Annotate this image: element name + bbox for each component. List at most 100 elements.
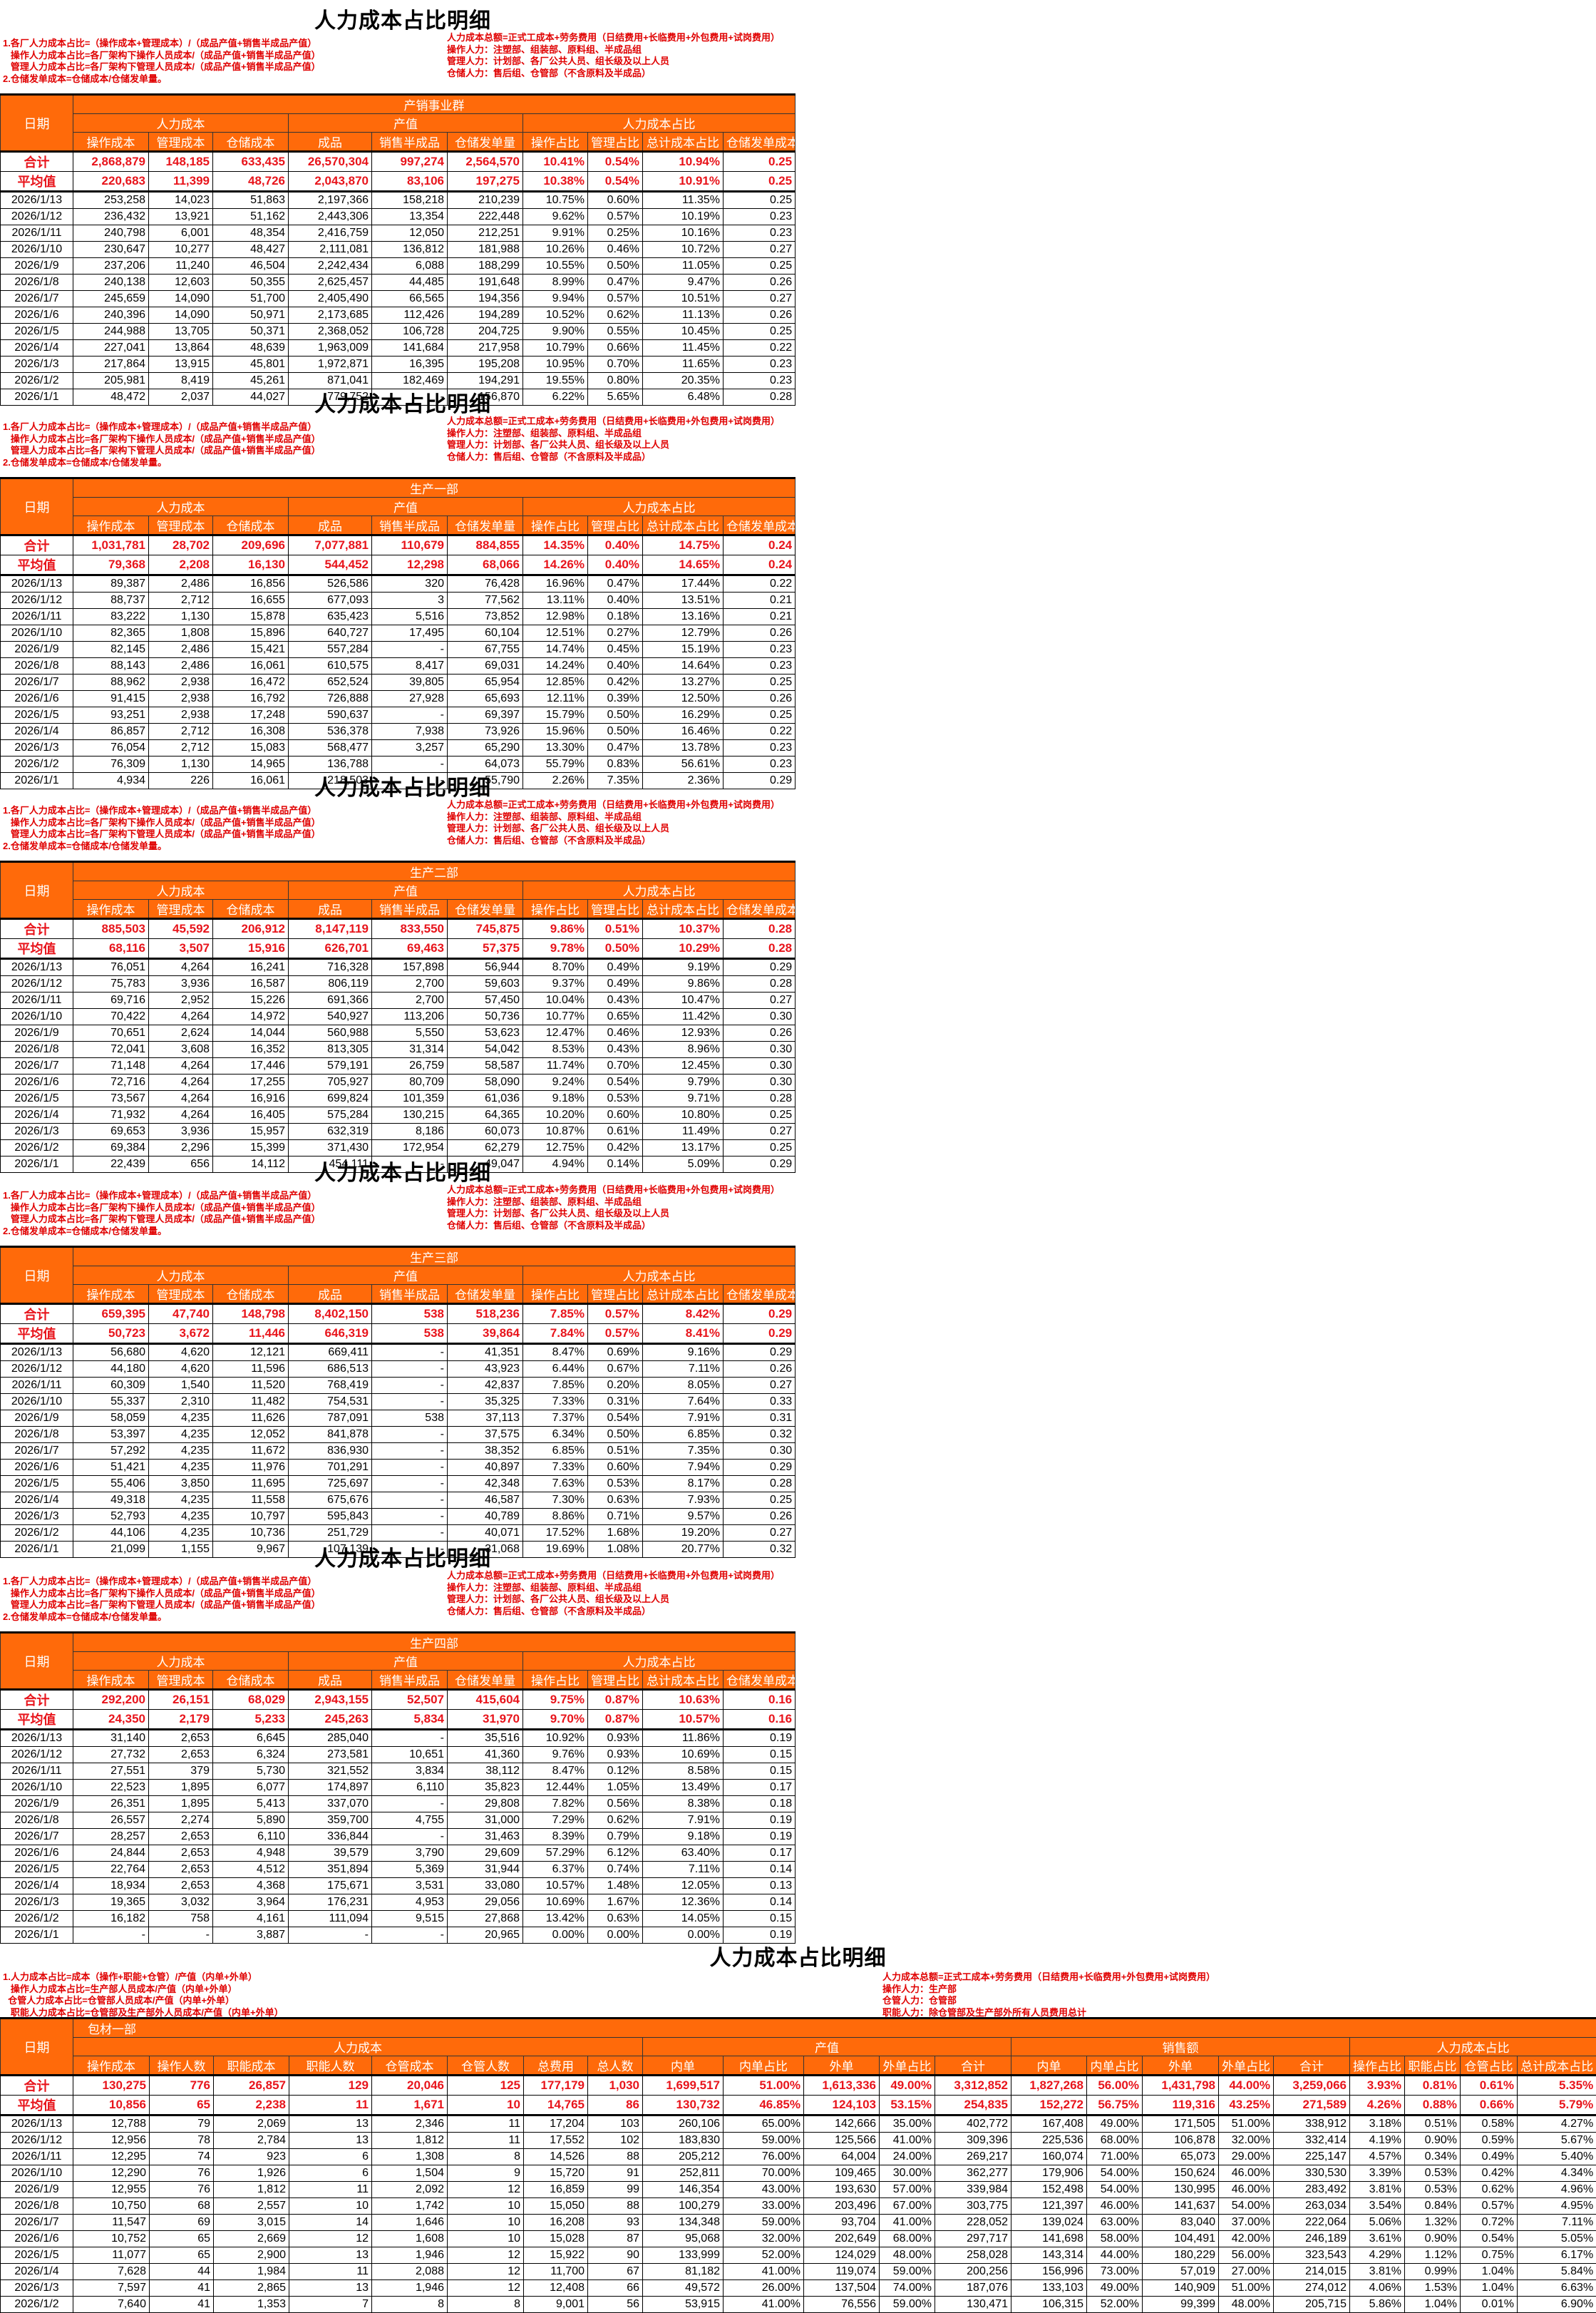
data-cell: 0.43% [588,993,643,1009]
cost-ratio-table: 日期包材一部人力成本产值销售额人力成本占比操作成本操作人数职能成本职能人数仓管成… [0,2017,1596,2313]
data-cell: 10.80% [643,1107,724,1124]
average-cell: 9.70% [523,1710,588,1730]
date-cell: 2026/1/6 [1,307,73,324]
total-cell: 206,912 [213,919,289,939]
total-cell: 884,855 [448,535,523,555]
definition-note-line: 人力成本总额=正式工成本+劳务费用（日结费用+长临费用+外包费用+试岗费用） [447,1570,782,1582]
formula-note-line: 操作人力成本占比=各厂架构下操作人员成本/（成品产值+销售半成品产值） [3,434,431,446]
data-cell: 0.18 [724,1796,796,1812]
data-cell: 41 [150,2280,214,2297]
data-cell: 13.49% [643,1780,724,1796]
data-cell: 15.96% [523,724,588,740]
data-cell: 274,012 [1274,2280,1350,2297]
formula-notes: 1.各厂人力成本占比=（操作成本+管理成本）/（成品产值+销售半成品产值） 操作… [3,1576,431,1623]
data-cell: 17,248 [213,707,289,724]
data-cell: 12.44% [523,1780,588,1796]
data-cell: 15,922 [524,2247,588,2264]
formula-note-line: 2.仓储发单成本=仓储成本/仓储发单量。 [3,841,431,853]
data-cell: 230,647 [73,242,149,258]
data-cell: 13.51% [643,593,724,609]
data-cell: 51.00% [1219,2280,1274,2297]
data-cell: 0.39% [588,691,643,707]
department-header: 生产三部 [73,1247,796,1266]
data-cell: 60,073 [448,1124,523,1140]
data-cell: 0.15 [724,1911,796,1927]
data-cell: 41.00% [724,2297,804,2313]
data-cell: 10.79% [523,340,588,357]
data-cell: 1,812 [372,2133,448,2149]
formula-note-line: 1.各厂人力成本占比=（操作成本+管理成本）/（成品产值+销售半成品产值） [3,38,431,50]
data-cell: 297,717 [935,2231,1011,2247]
data-cell: 610,575 [289,658,372,675]
average-cell: 11,446 [213,1324,289,1344]
data-cell: 2,274 [149,1812,213,1829]
data-cell: 11,520 [213,1378,289,1394]
data-cell: 109,465 [804,2165,880,2182]
data-cell: 102 [588,2133,643,2149]
data-cell: 44,180 [73,1361,149,1378]
definition-note-line: 管理人力：计划部、各厂公共人员、组长级及以上人员 [447,1594,782,1606]
data-cell: 3,531 [372,1878,448,1894]
data-cell: 0.30 [724,1075,796,1091]
data-cell: 48,639 [213,340,289,357]
data-cell: 9 [448,2165,524,2182]
data-cell: 0.26 [724,1025,796,1042]
data-cell: 12,050 [372,225,448,242]
data-cell: 50,971 [213,307,289,324]
data-cell: 17.44% [643,575,724,593]
data-cell: 10.75% [523,192,588,209]
data-cell: 2,700 [372,976,448,993]
data-cell: 91,415 [73,691,149,707]
data-cell: 40,789 [448,1509,523,1525]
data-cell: 141,637 [1143,2198,1219,2215]
date-cell: 2026/1/2 [1,1911,73,1927]
data-cell: 8.53% [523,1042,588,1058]
data-cell: 69,653 [73,1124,149,1140]
data-cell: 54.00% [1087,2182,1143,2198]
data-cell: 9.24% [523,1075,588,1091]
data-cell: 7.64% [643,1394,724,1410]
data-cell: 0.53% [588,1091,643,1107]
column-header: 销售半成品 [372,1671,448,1690]
data-cell: 46,504 [213,258,289,275]
column-header: 仓管成本 [372,2056,448,2076]
date-cell: 2026/1/11 [1,225,73,242]
column-group-header: 人力成本占比 [523,498,796,516]
column-header: 操作成本 [73,516,149,535]
data-cell: 244,988 [73,324,149,340]
data-cell: 0.55% [588,324,643,340]
data-cell: 11,547 [73,2215,150,2231]
data-cell: 16,182 [73,1911,149,1927]
column-group-header: 产值 [289,1652,523,1671]
data-cell: 1.53% [1405,2280,1461,2297]
data-cell: 0.25 [724,675,796,691]
data-cell: 171,505 [1143,2115,1219,2133]
data-cell: 60,309 [73,1378,149,1394]
data-cell: 95,068 [643,2231,724,2247]
data-cell: 16,587 [213,976,289,993]
data-cell: 0.50% [588,258,643,275]
data-cell: - [372,1427,448,1443]
date-cell: 2026/1/3 [1,357,73,373]
data-cell: 699,824 [289,1091,372,1107]
data-cell: 32.00% [724,2231,804,2247]
data-cell: 11.42% [643,1009,724,1025]
data-cell: 203,496 [804,2198,880,2215]
data-cell: 71.00% [1087,2149,1143,2165]
data-cell: 3,257 [372,740,448,757]
average-cell: 83,106 [372,172,448,192]
data-cell: 14.05% [643,1911,724,1927]
data-cell: 1,812 [214,2182,289,2198]
data-cell: - [372,1476,448,1492]
data-cell: 2,625,457 [289,275,372,291]
data-cell: 0.27 [724,1525,796,1542]
data-cell: 15,050 [524,2198,588,2215]
data-cell: 79 [150,2115,214,2133]
